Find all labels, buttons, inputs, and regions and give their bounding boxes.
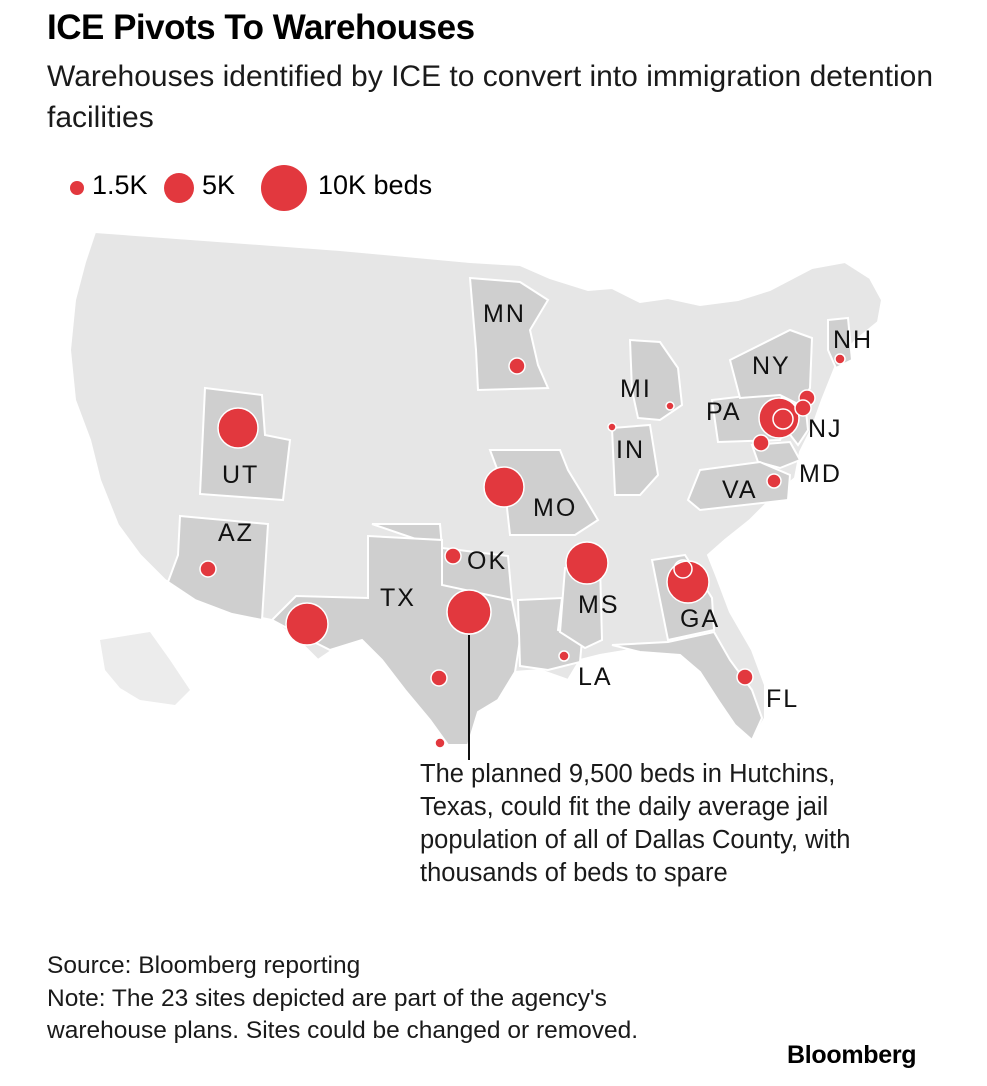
- label-nh: NH: [833, 326, 873, 354]
- site-marker-ga-inner: [673, 559, 693, 579]
- label-ut: UT: [222, 461, 259, 489]
- label-mo: MO: [533, 494, 577, 522]
- label-md: MD: [799, 460, 842, 488]
- site-marker-ga: [666, 560, 710, 604]
- site-marker-nh: [834, 353, 846, 365]
- state-tx: [270, 534, 522, 746]
- label-ms: MS: [578, 591, 620, 619]
- hutchins-annotation: The planned 9,500 beds in Hutchins, Texa…: [420, 760, 851, 887]
- site-marker-ms: [565, 541, 609, 585]
- site-marker-la: [558, 650, 570, 662]
- state-va: [686, 460, 792, 512]
- site-marker-tx-south: [430, 669, 448, 687]
- legend-dot-large: [261, 165, 307, 211]
- site-markers: [199, 353, 846, 749]
- site-marker-mn: [508, 357, 526, 375]
- site-marker-mo: [483, 466, 525, 508]
- site-marker-tx-valley: [434, 737, 446, 749]
- site-marker-mi: [665, 401, 675, 411]
- label-ga: GA: [680, 605, 720, 633]
- site-marker-ok: [444, 547, 462, 565]
- source-line: Source: Bloomberg reporting: [47, 952, 361, 979]
- site-marker-ut: [217, 407, 259, 449]
- label-fl: FL: [766, 685, 799, 713]
- label-la: LA: [578, 663, 613, 691]
- label-ny: NY: [752, 352, 791, 380]
- label-ok: OK: [467, 547, 507, 575]
- chart-subtitle: Warehouses identified by ICE to convert …: [47, 60, 934, 134]
- legend-label-large: 10K beds: [318, 170, 433, 200]
- bloomberg-logo: Bloomberg: [787, 1041, 917, 1069]
- label-in: IN: [616, 436, 645, 464]
- label-nj: NJ: [808, 415, 843, 443]
- label-az: AZ: [218, 519, 254, 547]
- state-az: [166, 514, 270, 622]
- legend-label-small: 1.5K: [92, 170, 148, 200]
- label-mn: MN: [483, 300, 526, 328]
- chart-title: ICE Pivots To Warehouses: [47, 8, 475, 47]
- site-marker-az: [199, 560, 217, 578]
- state-nh: [827, 316, 854, 370]
- label-va: VA: [722, 476, 758, 504]
- state-mi: [628, 338, 684, 422]
- site-marker-tx-hutchins: [446, 589, 492, 635]
- label-tx: TX: [380, 584, 416, 612]
- site-marker-pa-south: [752, 434, 770, 452]
- state-mn: [468, 276, 550, 392]
- state-fl: [611, 630, 764, 742]
- site-marker-fl: [736, 668, 754, 686]
- site-marker-tx-west: [285, 602, 329, 646]
- label-pa: PA: [706, 398, 742, 426]
- legend-dot-small: [70, 181, 84, 195]
- legend-dot-medium: [164, 173, 194, 203]
- alaska-outline: [100, 632, 190, 705]
- footer-notes: Source: Bloomberg reporting Note: The 23…: [47, 950, 667, 1048]
- legend-label-medium: 5K: [202, 170, 236, 200]
- site-marker-in: [607, 422, 617, 432]
- site-marker-md: [766, 473, 782, 489]
- note-line: Note: The 23 sites depicted are part of …: [47, 984, 639, 1045]
- state-in: [610, 423, 660, 496]
- label-mi: MI: [620, 375, 652, 403]
- site-marker-pa-inner: [772, 408, 794, 430]
- site-marker-nj-2: [794, 399, 812, 417]
- site-marker-pa-large: [758, 397, 800, 439]
